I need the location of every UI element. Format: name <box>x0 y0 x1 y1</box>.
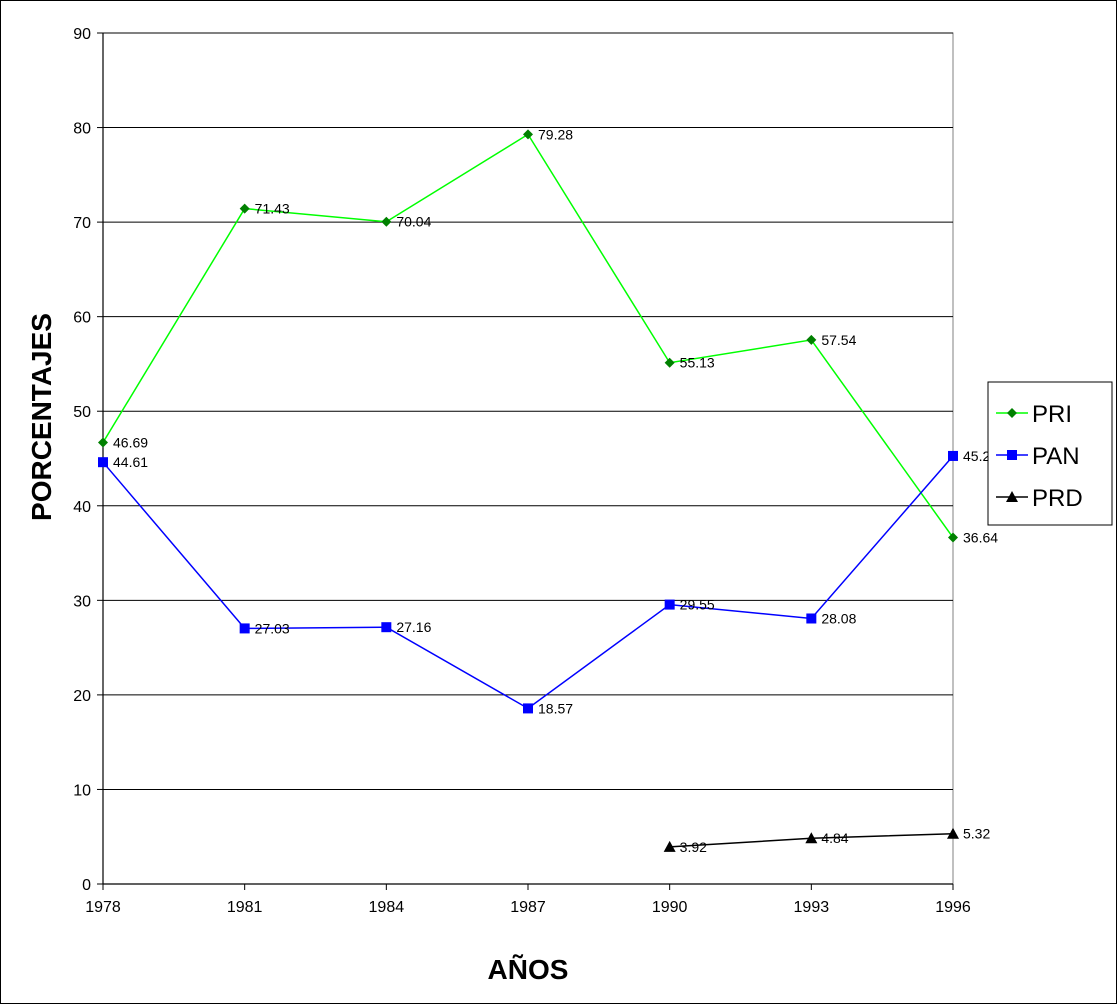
data-point-pan <box>664 599 675 610</box>
data-point-pan <box>239 623 250 634</box>
series-pri: 46.69 71.43 70.04 79.28 55.13 57.54 36.64 <box>98 126 998 546</box>
legend-label-pan: PAN <box>1032 443 1080 470</box>
data-point-prd <box>663 840 676 852</box>
data-label-pri: 46.69 <box>113 435 148 451</box>
legend-marker-prd <box>1006 491 1018 502</box>
data-label-pri: 79.28 <box>538 126 573 142</box>
data-label-pan: 44.61 <box>113 454 148 470</box>
legend-marker-pan <box>1007 450 1017 460</box>
y-tick-label: 40 <box>73 499 91 516</box>
legend-label-pri: PRI <box>1032 401 1072 428</box>
data-label-pri: 70.04 <box>396 214 431 230</box>
data-point-pan <box>806 613 817 624</box>
data-point-pri <box>98 437 108 448</box>
data-point-prd <box>805 832 818 844</box>
x-tick-label: 1984 <box>369 899 405 916</box>
data-point-pri <box>523 129 533 140</box>
data-point-pri <box>381 216 392 227</box>
y-tick-label: 90 <box>73 26 91 43</box>
data-point-pan <box>523 703 533 714</box>
plot-background <box>102 32 954 885</box>
data-point-pri <box>806 334 817 345</box>
legend-item-pri: PRI <box>996 401 1072 428</box>
data-label-pan: 28.08 <box>821 610 856 626</box>
x-tick-label: 1996 <box>935 899 971 916</box>
y-tick-label: 20 <box>73 688 91 705</box>
data-label-pri: 57.54 <box>821 332 856 348</box>
tick-labels: 0 10 20 30 40 50 60 70 80 90 1978 1981 1984 1987 1990 1… <box>73 26 971 916</box>
series-prd: 3.92 4.84 5.32 <box>663 826 990 855</box>
y-axis-title: PORCENTAJES <box>26 313 57 521</box>
data-label-pan: 18.57 <box>538 700 573 716</box>
x-axis-title: AÑOS <box>488 954 569 985</box>
legend-item-pan: PAN <box>996 443 1080 470</box>
series-group: 46.69 71.43 70.04 79.28 55.13 57.54 36.64 44.61… <box>98 126 998 855</box>
data-point-pan <box>98 457 108 468</box>
data-label-prd: 3.92 <box>680 839 707 855</box>
data-point-prd <box>947 827 959 839</box>
data-label-prd: 4.84 <box>821 830 848 846</box>
data-point-pri <box>948 532 958 543</box>
legend-label-prd: PRD <box>1032 485 1083 512</box>
y-tick-label: 60 <box>73 310 91 327</box>
data-point-pri <box>664 357 675 368</box>
data-point-pan <box>381 622 392 633</box>
x-tick-label: 1990 <box>652 899 688 916</box>
y-tick-label: 10 <box>73 782 91 799</box>
data-label-pri: 71.43 <box>255 201 290 217</box>
x-tick-label: 1978 <box>85 899 121 916</box>
y-tick-label: 50 <box>73 404 91 421</box>
data-label-pan: 27.03 <box>255 620 290 636</box>
gridlines <box>103 32 953 790</box>
legend-marker-pri <box>1007 408 1017 418</box>
y-tick-label: 80 <box>73 121 91 138</box>
x-tick-label: 1987 <box>510 899 546 916</box>
data-label-prd: 5.32 <box>963 826 990 842</box>
data-label-pri: 55.13 <box>680 355 715 371</box>
data-label-pan: 27.16 <box>396 619 431 635</box>
data-label-pri: 36.64 <box>963 530 998 546</box>
data-point-pri <box>239 203 250 214</box>
data-label-pan: 29.55 <box>680 597 715 613</box>
y-tick-label: 0 <box>82 877 91 894</box>
legend: PRI PAN PRD <box>987 381 1113 526</box>
y-tick-label: 70 <box>73 215 91 232</box>
plot-area <box>102 32 954 885</box>
y-tick-label: 30 <box>73 593 91 610</box>
x-tick-label: 1993 <box>794 899 830 916</box>
data-point-pan <box>948 450 958 461</box>
x-tick-label: 1981 <box>227 899 263 916</box>
legend-item-prd: PRD <box>996 485 1083 512</box>
